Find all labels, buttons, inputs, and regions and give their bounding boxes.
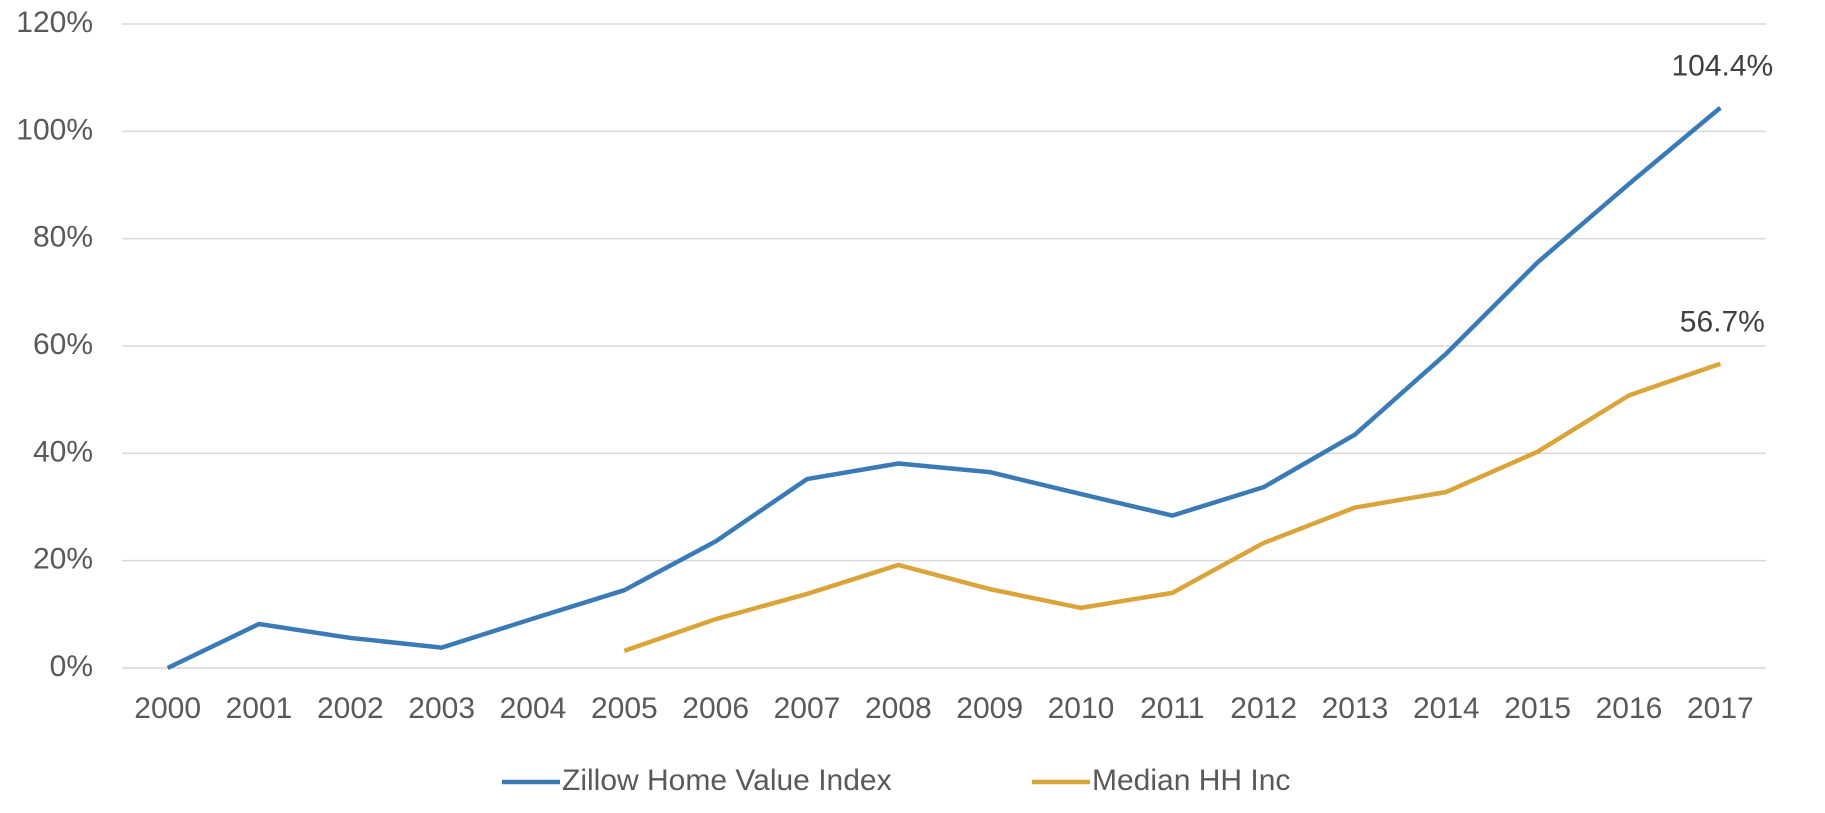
x-tick-label: 2004 bbox=[500, 692, 567, 725]
x-tick-label: 2017 bbox=[1687, 692, 1754, 725]
legend-label: Zillow Home Value Index bbox=[562, 764, 892, 797]
y-tick-label: 20% bbox=[33, 543, 93, 576]
y-tick-label: 60% bbox=[33, 328, 93, 361]
y-tick-label: 120% bbox=[16, 6, 93, 39]
x-tick-label: 2005 bbox=[591, 692, 658, 725]
x-tick-label: 2001 bbox=[226, 692, 293, 725]
y-tick-label: 40% bbox=[33, 435, 93, 468]
y-tick-label: 100% bbox=[16, 113, 93, 146]
x-tick-label: 2016 bbox=[1596, 692, 1663, 725]
x-tick-label: 2009 bbox=[956, 692, 1023, 725]
x-tick-label: 2015 bbox=[1504, 692, 1571, 725]
x-tick-label: 2010 bbox=[1048, 692, 1115, 725]
y-tick-label: 80% bbox=[33, 221, 93, 254]
x-tick-label: 2011 bbox=[1140, 692, 1205, 725]
x-tick-label: 2002 bbox=[317, 692, 384, 725]
y-tick-label: 0% bbox=[50, 650, 93, 683]
series-line bbox=[166, 105, 1722, 671]
legend-label: Median HH Inc bbox=[1092, 764, 1290, 797]
x-tick-label: 2003 bbox=[408, 692, 475, 725]
data-label: 56.7% bbox=[1680, 306, 1765, 339]
series-line bbox=[623, 361, 1722, 653]
x-tick-label: 2013 bbox=[1322, 692, 1389, 725]
x-tick-label: 2000 bbox=[134, 692, 201, 725]
x-tick-label: 2008 bbox=[865, 692, 932, 725]
x-tick-label: 2006 bbox=[682, 692, 749, 725]
x-tick-label: 2014 bbox=[1413, 692, 1480, 725]
data-label: 104.4% bbox=[1671, 50, 1773, 83]
x-tick-label: 2007 bbox=[774, 692, 841, 725]
x-tick-label: 2012 bbox=[1230, 692, 1297, 725]
